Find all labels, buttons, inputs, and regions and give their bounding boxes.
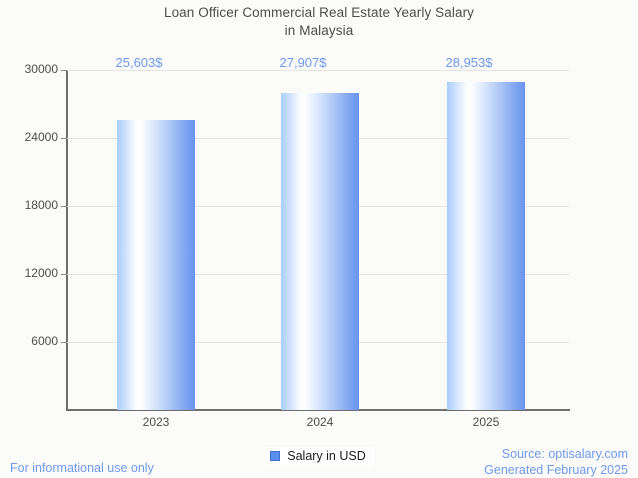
footer-generated: Generated February 2025 <box>484 463 628 477</box>
legend-label: Salary in USD <box>287 449 366 463</box>
footer-disclaimer: For informational use only <box>10 461 154 475</box>
bar-value-label-2025: 28,953$ <box>445 55 493 70</box>
y-tick-label-18000: 18000 <box>24 198 58 212</box>
x-tick-label-2023: 2023 <box>142 415 170 429</box>
y-tick-mark-18000 <box>61 206 67 207</box>
y-axis-line <box>66 70 68 411</box>
y-tick-mark-24000 <box>61 138 67 139</box>
x-tick-label-2024: 2024 <box>306 415 334 429</box>
chart-title-line-1: Loan Officer Commercial Real Estate Year… <box>163 5 475 20</box>
plot-area <box>67 70 569 410</box>
y-tick-mark-30000 <box>61 70 67 71</box>
bar-value-label-2023: 25,603$ <box>115 55 163 70</box>
bar-2024[interactable] <box>281 93 359 410</box>
y-tick-label-6000: 6000 <box>31 334 58 348</box>
footer-source: Source: optisalary.com <box>501 447 628 461</box>
y-tick-label-30000: 30000 <box>24 62 58 76</box>
bar-2023[interactable] <box>117 120 195 410</box>
legend-item-salary[interactable]: Salary in USD <box>264 447 374 466</box>
y-tick-mark-6000 <box>61 342 67 343</box>
y-axis-tick-labels: 30000 24000 18000 12000 6000 <box>0 0 58 478</box>
y-tick-mark-12000 <box>61 274 67 275</box>
y-tick-label-24000: 24000 <box>24 130 58 144</box>
x-tick-label-2025: 2025 <box>472 415 500 429</box>
chart-legend: Salary in USD <box>0 447 638 466</box>
gridline-30000 <box>67 70 569 71</box>
bar-2025[interactable] <box>447 82 525 410</box>
footer-source-block: Source: optisalary.com Generated Februar… <box>484 446 628 478</box>
y-tick-label-12000: 12000 <box>24 266 58 280</box>
legend-swatch-icon <box>270 451 281 461</box>
bar-value-label-2024: 27,907$ <box>279 55 327 70</box>
chart-title: Loan Officer Commercial Real Estate Year… <box>0 4 638 40</box>
chart-title-line-2: in Malaysia <box>284 23 354 38</box>
